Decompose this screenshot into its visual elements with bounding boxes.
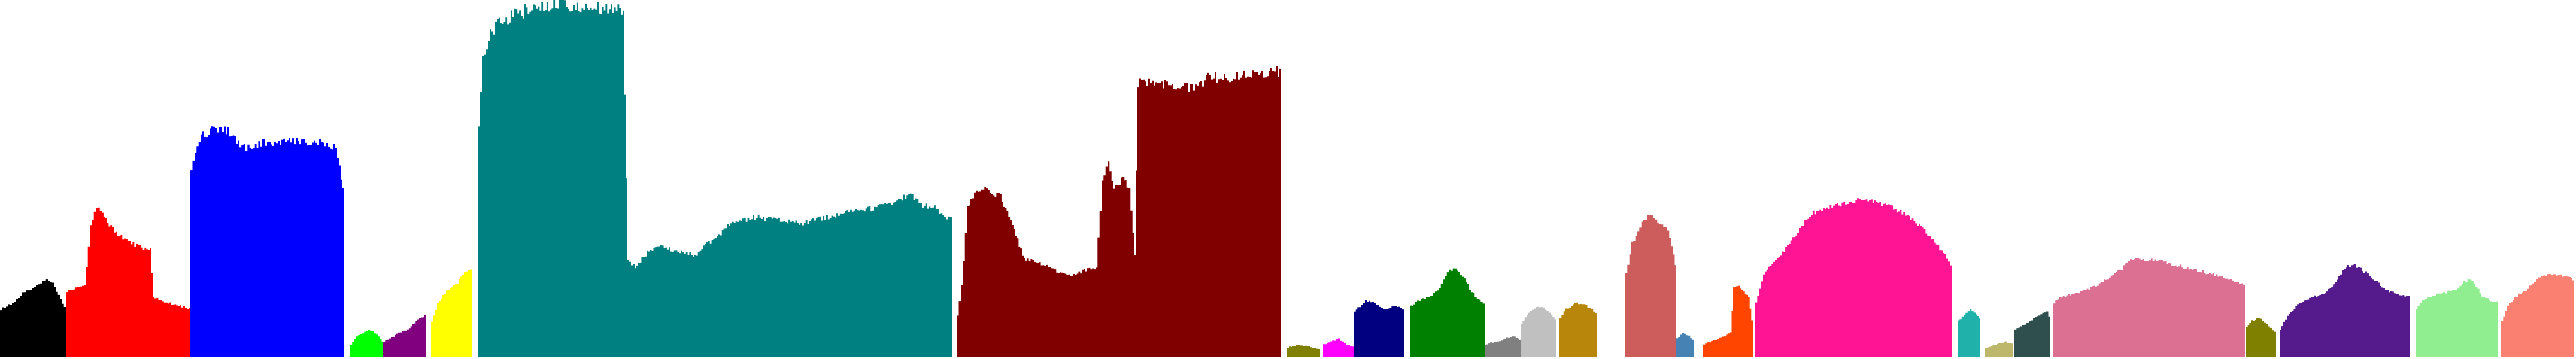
area-series-4 [350,330,383,357]
area-series-14 [1521,306,1556,357]
area-series-23 [2053,257,2245,357]
area-series-13 [1485,336,1521,357]
area-series-25 [2280,264,2410,357]
area-series-5 [383,315,426,357]
area-series-26 [2416,279,2498,357]
area-series-19 [1755,198,1952,357]
area-series-15 [1559,302,1597,357]
area-series-20 [1958,309,1980,357]
area-series-16 [1625,215,1676,357]
area-series-8 [957,66,1281,357]
area-series-1 [0,279,66,357]
area-series-18 [1703,285,1753,357]
area-series-22 [2014,311,2050,357]
area-series-2 [66,207,190,357]
area-series-6 [431,267,472,357]
area-series-12 [1410,268,1485,357]
area-series-9 [1287,345,1320,357]
area-series-24 [2246,318,2276,357]
area-series-21 [1985,341,2013,357]
area-series-7 [478,0,952,357]
area-series-27 [2501,274,2574,357]
area-series-17 [1676,333,1694,357]
area-series-11 [1354,300,1404,357]
area-series-3 [190,126,344,357]
area-series-10 [1323,338,1354,357]
